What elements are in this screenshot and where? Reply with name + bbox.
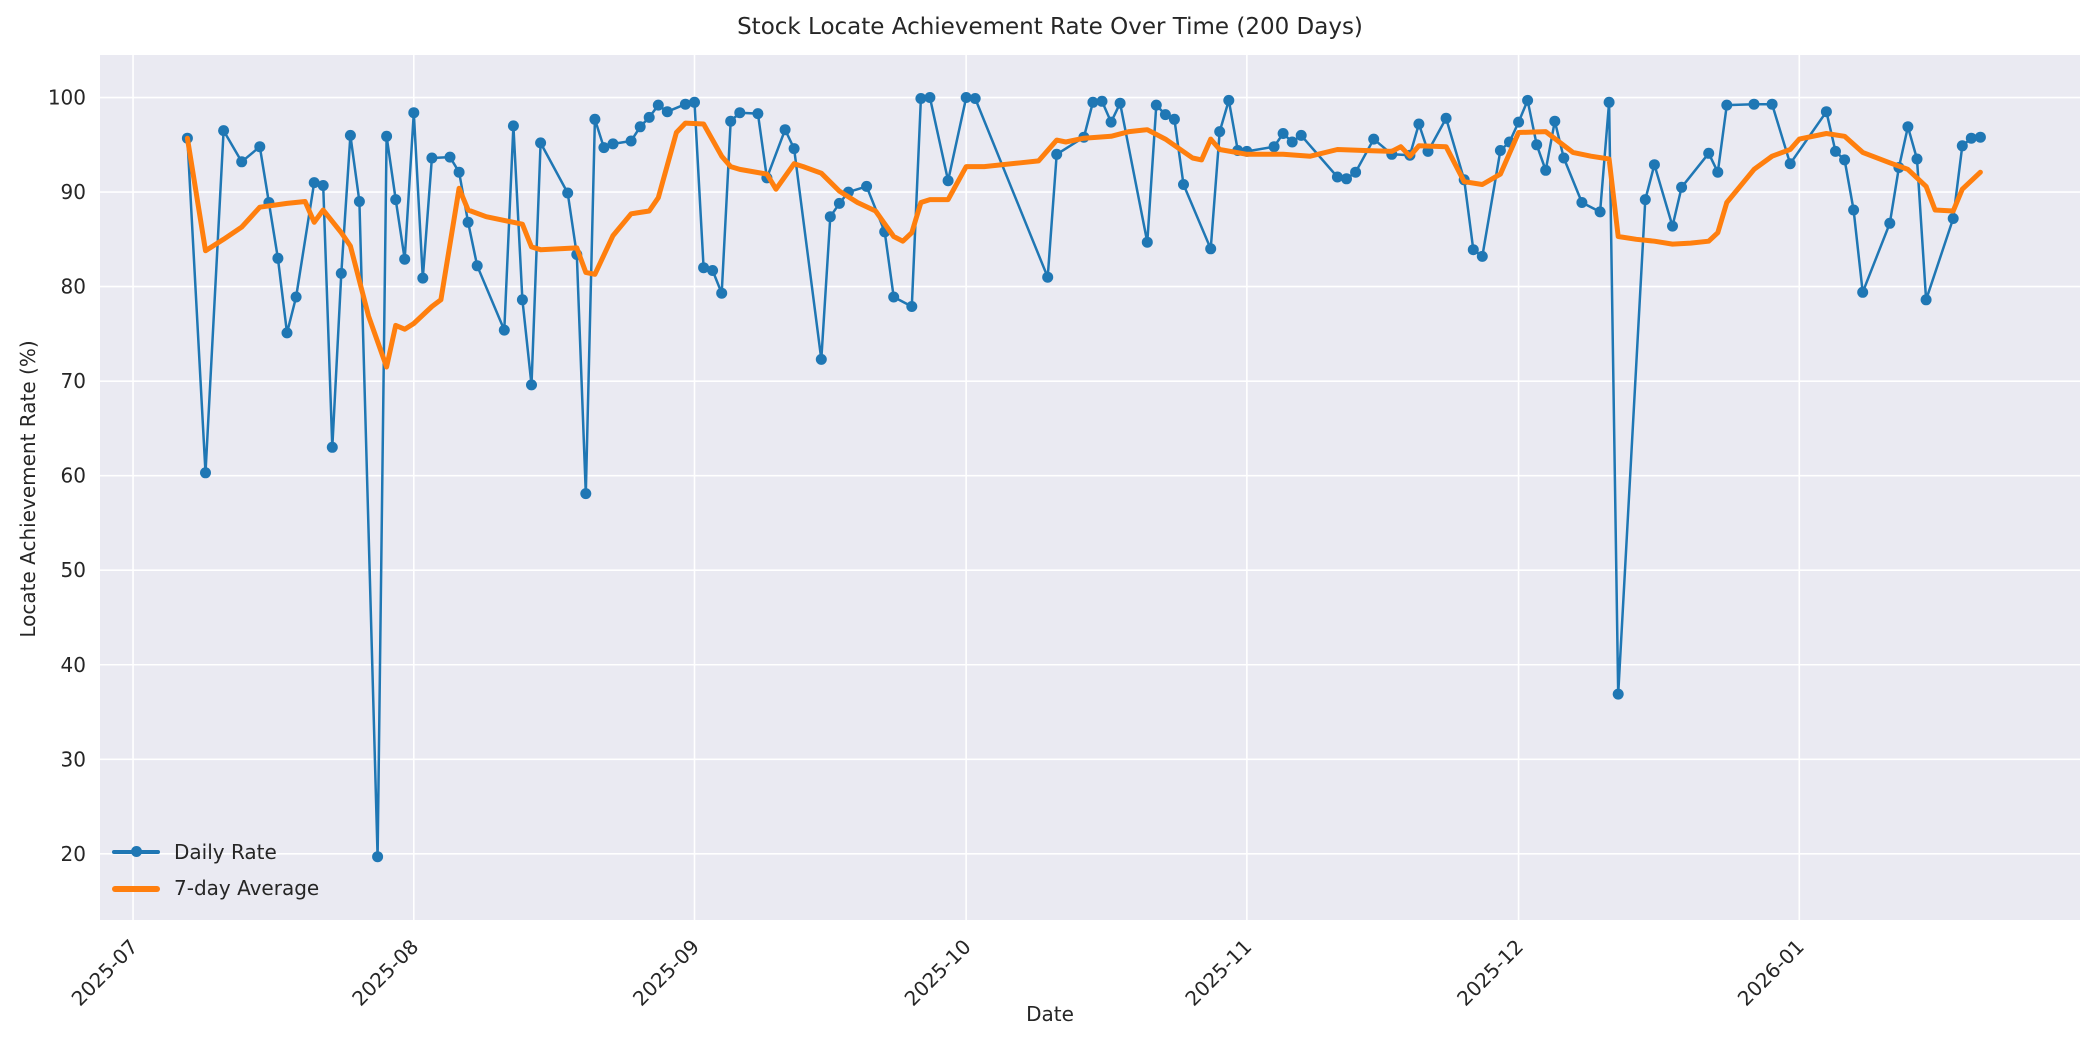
y-axis-label: Locate Achievement Rate (%) bbox=[16, 340, 40, 638]
legend-item-daily-rate: Daily Rate bbox=[112, 834, 319, 870]
svg-text:30: 30 bbox=[61, 747, 86, 771]
legend-item-7day-average: 7-day Average bbox=[112, 870, 319, 906]
x-axis-label: Date bbox=[1026, 1002, 1074, 1026]
seven-day-average-series bbox=[184, 120, 1983, 370]
average-line-swatch bbox=[112, 870, 160, 906]
svg-text:70: 70 bbox=[61, 369, 86, 393]
chart-title: Stock Locate Achievement Rate Over Time … bbox=[737, 14, 1363, 40]
svg-text:2026-01: 2026-01 bbox=[1733, 935, 1809, 1011]
svg-text:2025-07: 2025-07 bbox=[67, 935, 143, 1011]
svg-text:80: 80 bbox=[61, 275, 86, 299]
legend-label-daily-rate: Daily Rate bbox=[174, 840, 277, 864]
svg-text:60: 60 bbox=[61, 464, 86, 488]
svg-text:100: 100 bbox=[48, 86, 86, 110]
svg-text:2025-09: 2025-09 bbox=[628, 935, 704, 1011]
svg-text:2025-11: 2025-11 bbox=[1180, 935, 1256, 1011]
svg-text:2025-12: 2025-12 bbox=[1452, 935, 1528, 1011]
legend: Daily Rate 7-day Average bbox=[112, 834, 319, 906]
svg-text:2025-10: 2025-10 bbox=[900, 935, 976, 1011]
svg-text:20: 20 bbox=[61, 842, 86, 866]
legend-label-7day-average: 7-day Average bbox=[174, 876, 320, 900]
y-tick-labels: 20 30 40 50 60 70 80 90 100 bbox=[48, 86, 86, 866]
svg-text:90: 90 bbox=[61, 180, 86, 204]
marker-dot-icon bbox=[131, 846, 142, 857]
x-tick-labels: 2025-07 2025-08 2025-09 2025-10 2025-11 2025-… bbox=[67, 935, 1809, 1011]
daily-rate-line-swatch bbox=[112, 834, 160, 870]
svg-text:40: 40 bbox=[61, 653, 86, 677]
svg-text:50: 50 bbox=[61, 558, 86, 582]
svg-text:2025-08: 2025-08 bbox=[347, 935, 423, 1011]
plot-background bbox=[100, 55, 2080, 920]
